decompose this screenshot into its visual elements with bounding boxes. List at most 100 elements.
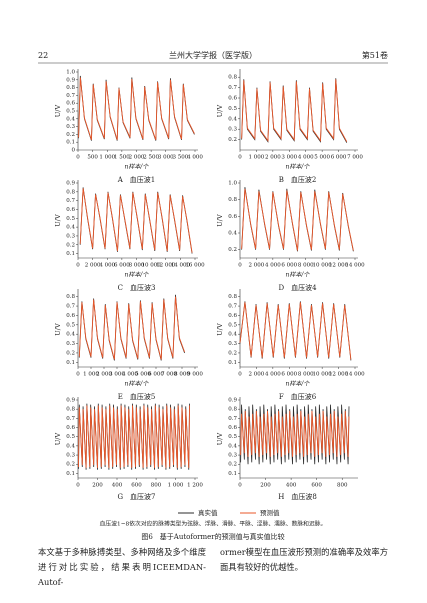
y-tick-label: 0.8: [66, 407, 75, 413]
y-tick-label: 0.4: [228, 116, 237, 122]
y-tick-label: 0.4: [228, 231, 237, 237]
y-tick-label: 0.4: [66, 116, 75, 122]
y-tick-label: 0.8: [228, 75, 237, 81]
y-axis-label: U/V: [216, 323, 224, 336]
x-tick-label: 4 000: [122, 372, 138, 378]
x-tick-label: 1 000: [99, 155, 115, 161]
y-tick-label: 0.1: [228, 360, 237, 366]
y-axis-label: U/V: [54, 323, 62, 336]
y-tick-label: 0.1: [66, 360, 75, 366]
y-tick-label: 0.7: [66, 93, 75, 99]
subfigure-label: B 血压波2: [279, 175, 317, 184]
x-tick-label: 5 000: [135, 372, 151, 378]
x-tick-label: 600: [311, 483, 322, 489]
y-tick-label: 0: [72, 148, 76, 154]
y-tick-label: 0.2: [66, 462, 75, 468]
y-tick-label: 0.3: [228, 453, 237, 459]
x-tick-label: 3 500: [173, 155, 189, 161]
y-tick-label: 0.6: [228, 313, 237, 319]
x-tick-label: 800: [151, 483, 162, 489]
x-tick-label: 7 000: [347, 155, 363, 161]
y-tick-label: 0.9: [66, 181, 75, 187]
y-tick-label: 0.6: [66, 207, 75, 213]
y-tick-label: 0.3: [228, 341, 237, 347]
x-tick-label: 2 500: [143, 155, 159, 161]
y-axis-label: U/V: [54, 433, 62, 446]
series-line: [241, 78, 348, 143]
y-tick-label: 0.5: [228, 322, 237, 328]
x-tick-label: 14 000: [171, 263, 191, 269]
y-tick-label: 0.8: [66, 294, 75, 300]
x-axis-label: n样本/个: [125, 271, 150, 279]
x-tick-label: 4 000: [298, 155, 314, 161]
x-axis-label: n样本/个: [125, 380, 150, 388]
y-tick-label: 1.0: [228, 181, 237, 187]
x-tick-label: 400: [286, 483, 297, 489]
x-tick-label: 6 000: [331, 155, 347, 161]
y-tick-label: 0.4: [228, 443, 237, 449]
x-tick-label: 7 000: [161, 372, 177, 378]
x-tick-label: 0: [76, 483, 80, 489]
y-tick-label: 0.3: [66, 124, 75, 130]
subfigure-label: H 血压波8: [278, 492, 317, 501]
y-axis-label: U/V: [216, 433, 224, 446]
y-tick-label: 0.1: [66, 140, 75, 146]
x-tick-label: 0: [76, 263, 80, 269]
y-tick-label: 0.8: [66, 189, 75, 195]
y-tick-label: 0.5: [228, 106, 237, 112]
x-tick-label: 8 000: [298, 372, 314, 378]
x-tick-label: 800: [337, 483, 348, 489]
x-tick-label: 8 000: [174, 372, 190, 378]
subfigure-label: G 血压波7: [117, 492, 155, 501]
y-tick-label: 0.9: [66, 398, 75, 404]
y-axis-label: U/V: [216, 214, 224, 227]
series-line: [78, 294, 185, 361]
x-tick-label: 10 000: [313, 263, 333, 269]
y-tick-label: 0.6: [228, 96, 237, 102]
y-tick-label: 0.7: [228, 416, 237, 422]
x-axis-label: n样本/个: [125, 163, 150, 171]
y-tick-label: 0.8: [228, 197, 237, 203]
y-tick-label: 0.6: [228, 214, 237, 220]
series-line: [78, 77, 195, 141]
x-tick-label: 2 000: [96, 372, 112, 378]
x-tick-label: 14 000: [345, 263, 365, 269]
subfigure-label: E 血压波5: [118, 392, 156, 401]
y-tick-label: 0.2: [66, 242, 75, 248]
y-tick-label: 0.6: [66, 313, 75, 319]
x-tick-label: 600: [131, 483, 142, 489]
y-tick-label: 0.6: [66, 101, 75, 107]
y-tick-label: 0.7: [66, 198, 75, 204]
y-tick-label: 0.7: [66, 416, 75, 422]
y-tick-label: 0.3: [66, 453, 75, 459]
x-tick-label: 4 000: [265, 372, 281, 378]
x-tick-label: 16 000: [185, 263, 205, 269]
page-number: 22: [38, 51, 48, 60]
x-tick-label: 1 000: [168, 483, 184, 489]
y-tick-label: 0.3: [66, 233, 75, 239]
y-tick-label: 0.5: [66, 322, 75, 328]
y-tick-label: 0.2: [228, 137, 237, 143]
x-tick-label: 1 000: [249, 155, 265, 161]
x-tick-label: 500: [87, 155, 98, 161]
y-tick-label: 0.7: [66, 304, 75, 310]
y-tick-label: 0.6: [66, 425, 75, 431]
x-axis-label: n样本/个: [286, 380, 311, 388]
series-line: [241, 79, 348, 142]
y-tick-label: 0.2: [66, 350, 75, 356]
x-tick-label: 12 000: [329, 263, 349, 269]
y-axis-label: U/V: [216, 105, 224, 118]
y-tick-label: 0.7: [228, 304, 237, 310]
x-tick-label: 10 000: [142, 263, 162, 269]
y-tick-label: 0.1: [228, 471, 237, 477]
x-tick-label: 12 000: [329, 372, 349, 378]
y-tick-label: 0.3: [228, 127, 237, 133]
y-tick-label: 0.8: [66, 85, 75, 91]
series-line: [79, 188, 193, 253]
x-tick-label: 6 000: [281, 372, 297, 378]
x-tick-label: 3 000: [109, 372, 125, 378]
x-tick-label: 3 000: [158, 155, 174, 161]
volume: 第51卷: [362, 50, 388, 60]
series-line: [240, 410, 350, 457]
